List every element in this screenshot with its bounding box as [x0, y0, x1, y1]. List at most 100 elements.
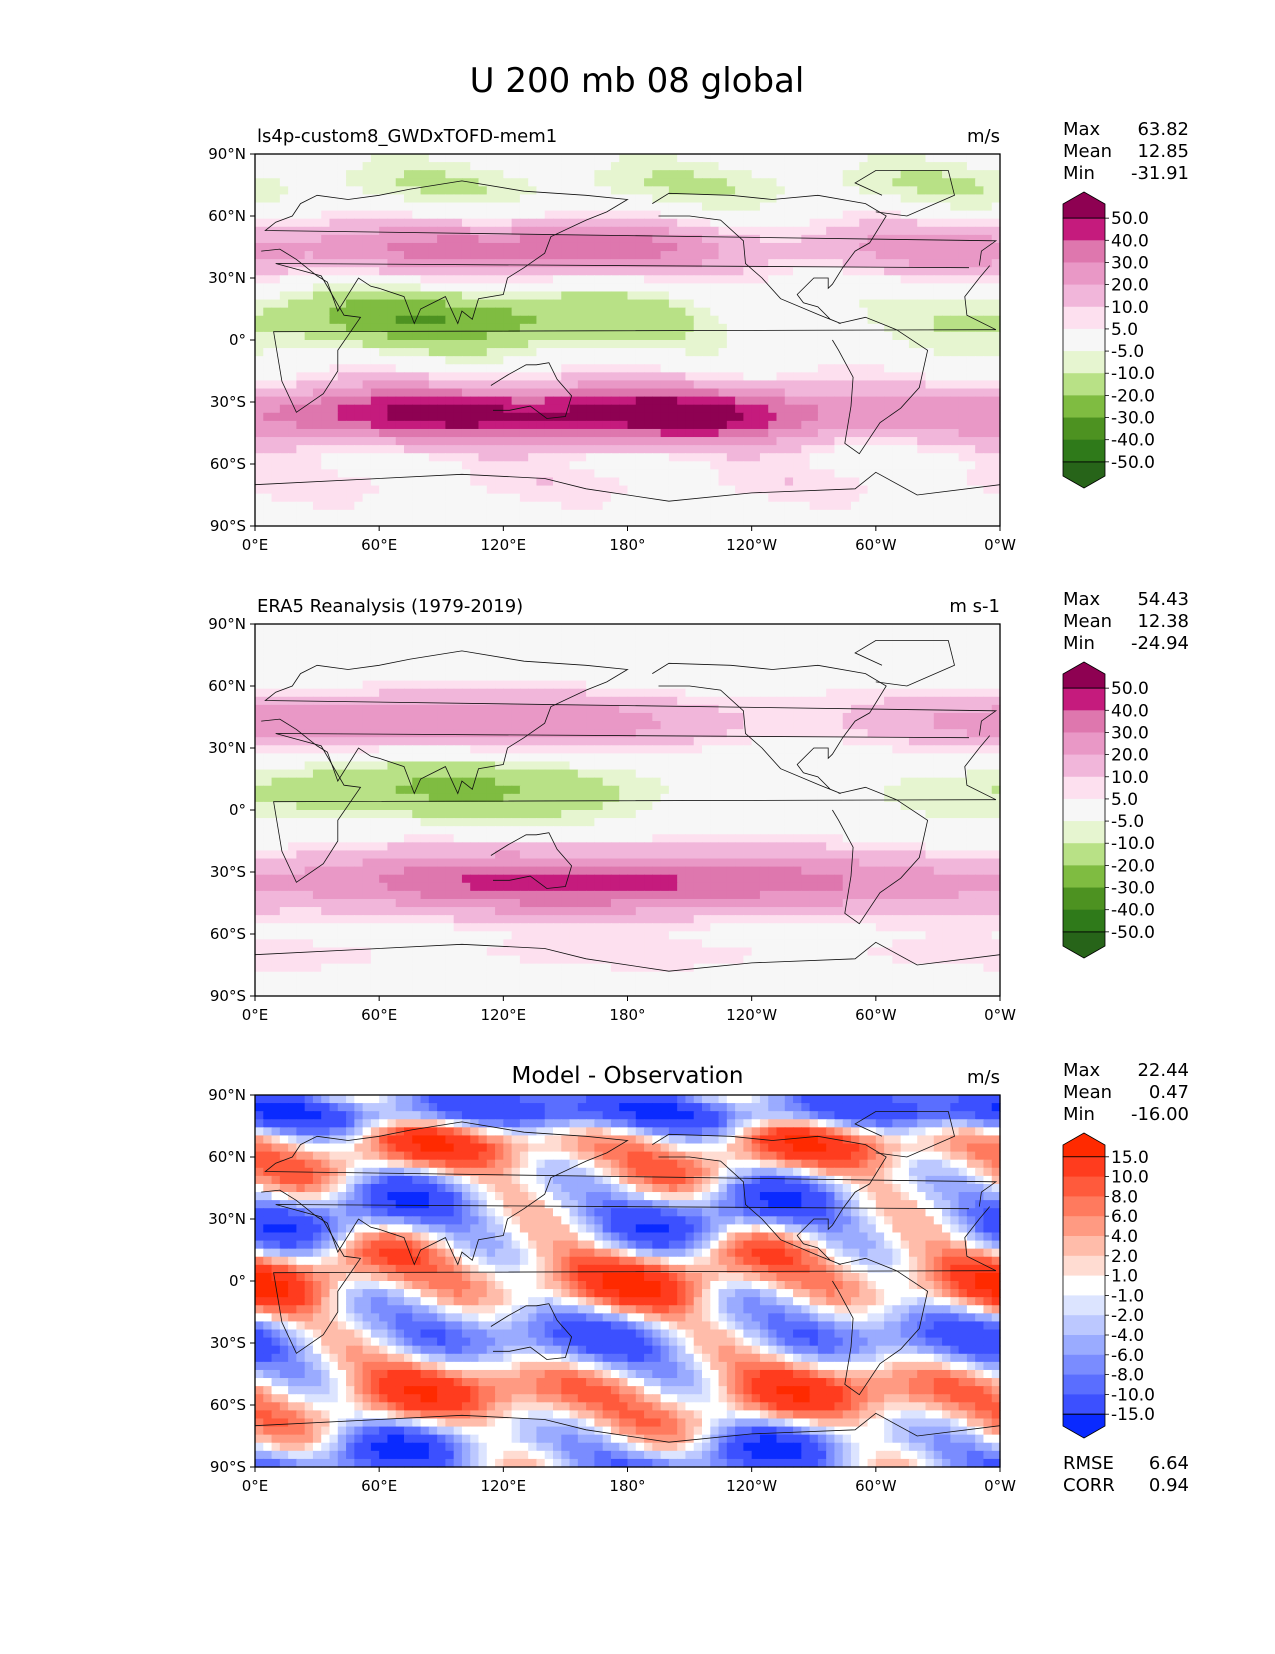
- map-cell: [801, 673, 810, 682]
- map-cell: [926, 162, 935, 171]
- map-cell: [570, 372, 579, 381]
- map-cell: [570, 469, 579, 478]
- map-cell: [785, 267, 794, 276]
- map-cell: [810, 429, 819, 438]
- map-cell: [851, 502, 860, 511]
- map-cell: [834, 340, 843, 349]
- map-cell: [743, 469, 752, 478]
- map-cell: [851, 453, 860, 462]
- map-cell: [785, 227, 794, 236]
- map-cell: [801, 380, 810, 389]
- map-cell: [387, 632, 396, 641]
- map-cell: [379, 211, 388, 220]
- map-cell: [785, 656, 794, 665]
- map-cell: [644, 469, 653, 478]
- map-cell: [387, 429, 396, 438]
- map-cell: [710, 453, 719, 462]
- map-cell: [330, 624, 339, 633]
- map-cell: [437, 308, 446, 317]
- map-cell: [338, 518, 347, 527]
- map-cell: [296, 469, 305, 478]
- map-cell: [445, 380, 454, 389]
- map-cell: [288, 340, 297, 349]
- map-cell: [810, 681, 819, 690]
- map-cell: [793, 461, 802, 470]
- map-cell: [503, 429, 512, 438]
- map-cell: [851, 437, 860, 446]
- map-cell: [495, 308, 504, 317]
- map-cell: [710, 194, 719, 203]
- map-cell: [702, 275, 711, 284]
- map-cell: [727, 624, 736, 633]
- map-cell: [652, 186, 661, 195]
- map-cell: [263, 235, 272, 244]
- map-cell: [752, 518, 761, 527]
- map-cell: [553, 162, 562, 171]
- map-cell: [363, 178, 372, 187]
- map-cell: [330, 186, 339, 195]
- map-cell: [280, 203, 289, 212]
- map-cell: [321, 437, 330, 446]
- map-cell: [628, 154, 637, 163]
- map-cell: [959, 267, 968, 276]
- map-cell: [727, 389, 736, 398]
- map-cell: [868, 461, 877, 470]
- map-cell: [719, 429, 728, 438]
- map-cell: [892, 251, 901, 260]
- map-cell: [992, 211, 1001, 220]
- map-cell: [942, 445, 951, 454]
- map-cell: [727, 364, 736, 373]
- map-cell: [520, 486, 529, 495]
- map-cell: [296, 348, 305, 357]
- map-cell: [296, 211, 305, 220]
- map-cell: [710, 300, 719, 309]
- map-cell: [628, 283, 637, 292]
- map-cell: [669, 640, 678, 649]
- map-cell: [677, 445, 686, 454]
- map-cell: [818, 332, 827, 341]
- map-cell: [437, 469, 446, 478]
- map-cell: [636, 494, 645, 503]
- map-cell: [901, 364, 910, 373]
- map-cell: [834, 219, 843, 228]
- map-cell: [536, 291, 545, 300]
- map-cell: [280, 235, 289, 244]
- map-cell: [760, 380, 769, 389]
- map-cell: [586, 477, 595, 486]
- map-cell: [793, 437, 802, 446]
- map-cell: [669, 211, 678, 220]
- map-cell: [694, 389, 703, 398]
- map-cell: [437, 259, 446, 268]
- map-cell: [669, 324, 678, 333]
- map-cell: [321, 243, 330, 252]
- map-cell: [710, 648, 719, 657]
- map-cell: [412, 486, 421, 495]
- map-cell: [743, 502, 752, 511]
- map-cell: [586, 405, 595, 414]
- map-cell: [462, 413, 471, 422]
- map-cell: [644, 267, 653, 276]
- map-cell: [495, 316, 504, 325]
- map-cell: [528, 251, 537, 260]
- map-cell: [868, 510, 877, 519]
- map-cell: [536, 162, 545, 171]
- map-cell: [992, 421, 1001, 430]
- map-cell: [892, 291, 901, 300]
- map-cell: [669, 372, 678, 381]
- map-cell: [479, 640, 488, 649]
- map-cell: [570, 632, 579, 641]
- map-cell: [785, 219, 794, 228]
- map-cell: [967, 656, 976, 665]
- map-cell: [942, 219, 951, 228]
- map-cell: [379, 251, 388, 260]
- map-cell: [437, 461, 446, 470]
- map-cell: [636, 340, 645, 349]
- map-cell: [702, 502, 711, 511]
- map-cell: [818, 673, 827, 682]
- map-cell: [950, 364, 959, 373]
- map-cell: [901, 186, 910, 195]
- map-cell: [313, 624, 322, 633]
- map-cell: [752, 194, 761, 203]
- map-cell: [296, 445, 305, 454]
- map-cell: [677, 389, 686, 398]
